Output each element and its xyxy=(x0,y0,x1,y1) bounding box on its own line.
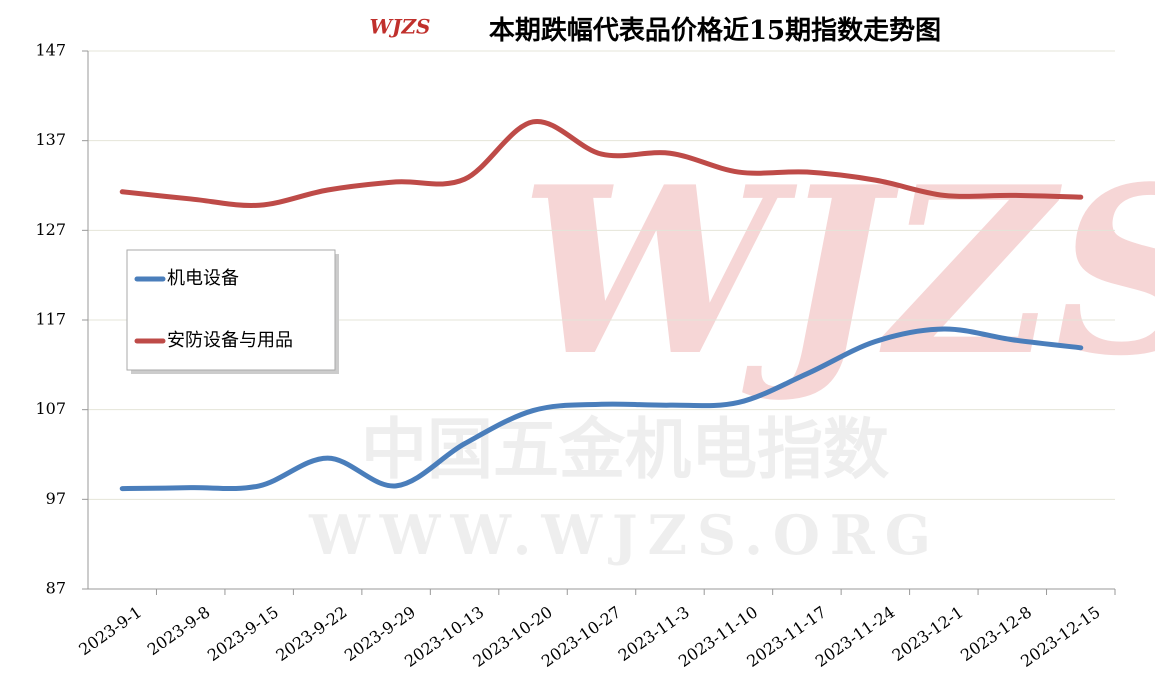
watermark: WJZS xyxy=(520,137,1155,407)
y-tick-label: 117 xyxy=(35,310,66,329)
watermark: 中国五金机电指数 xyxy=(361,410,889,488)
y-tick-label: 97 xyxy=(46,489,66,508)
legend-label: 安防设备与用品 xyxy=(167,330,293,351)
series-line xyxy=(119,119,1084,208)
y-tick-label: 87 xyxy=(46,579,66,598)
x-tick-label: 2023-9-15 xyxy=(204,602,282,665)
y-tick-label: 107 xyxy=(35,399,66,418)
y-tick-label: 127 xyxy=(35,220,66,239)
x-tick-label: 2023-9-22 xyxy=(272,602,350,665)
legend xyxy=(126,249,336,371)
series-line xyxy=(119,326,1084,492)
y-tick-label: 147 xyxy=(35,41,66,60)
chart-title: 本期跌幅代表品价格近15期指数走势图 xyxy=(489,15,941,46)
x-tick-label: 2023-9-8 xyxy=(144,602,214,659)
x-tick-label: 2023-9-1 xyxy=(75,602,145,659)
x-tick-label: 2023-12-1 xyxy=(889,602,967,665)
legend-label: 机电设备 xyxy=(167,268,239,289)
y-tick-label: 137 xyxy=(35,130,66,149)
logo: WJZS xyxy=(370,15,431,39)
watermark: WWW.WJZS.ORG xyxy=(308,503,941,567)
